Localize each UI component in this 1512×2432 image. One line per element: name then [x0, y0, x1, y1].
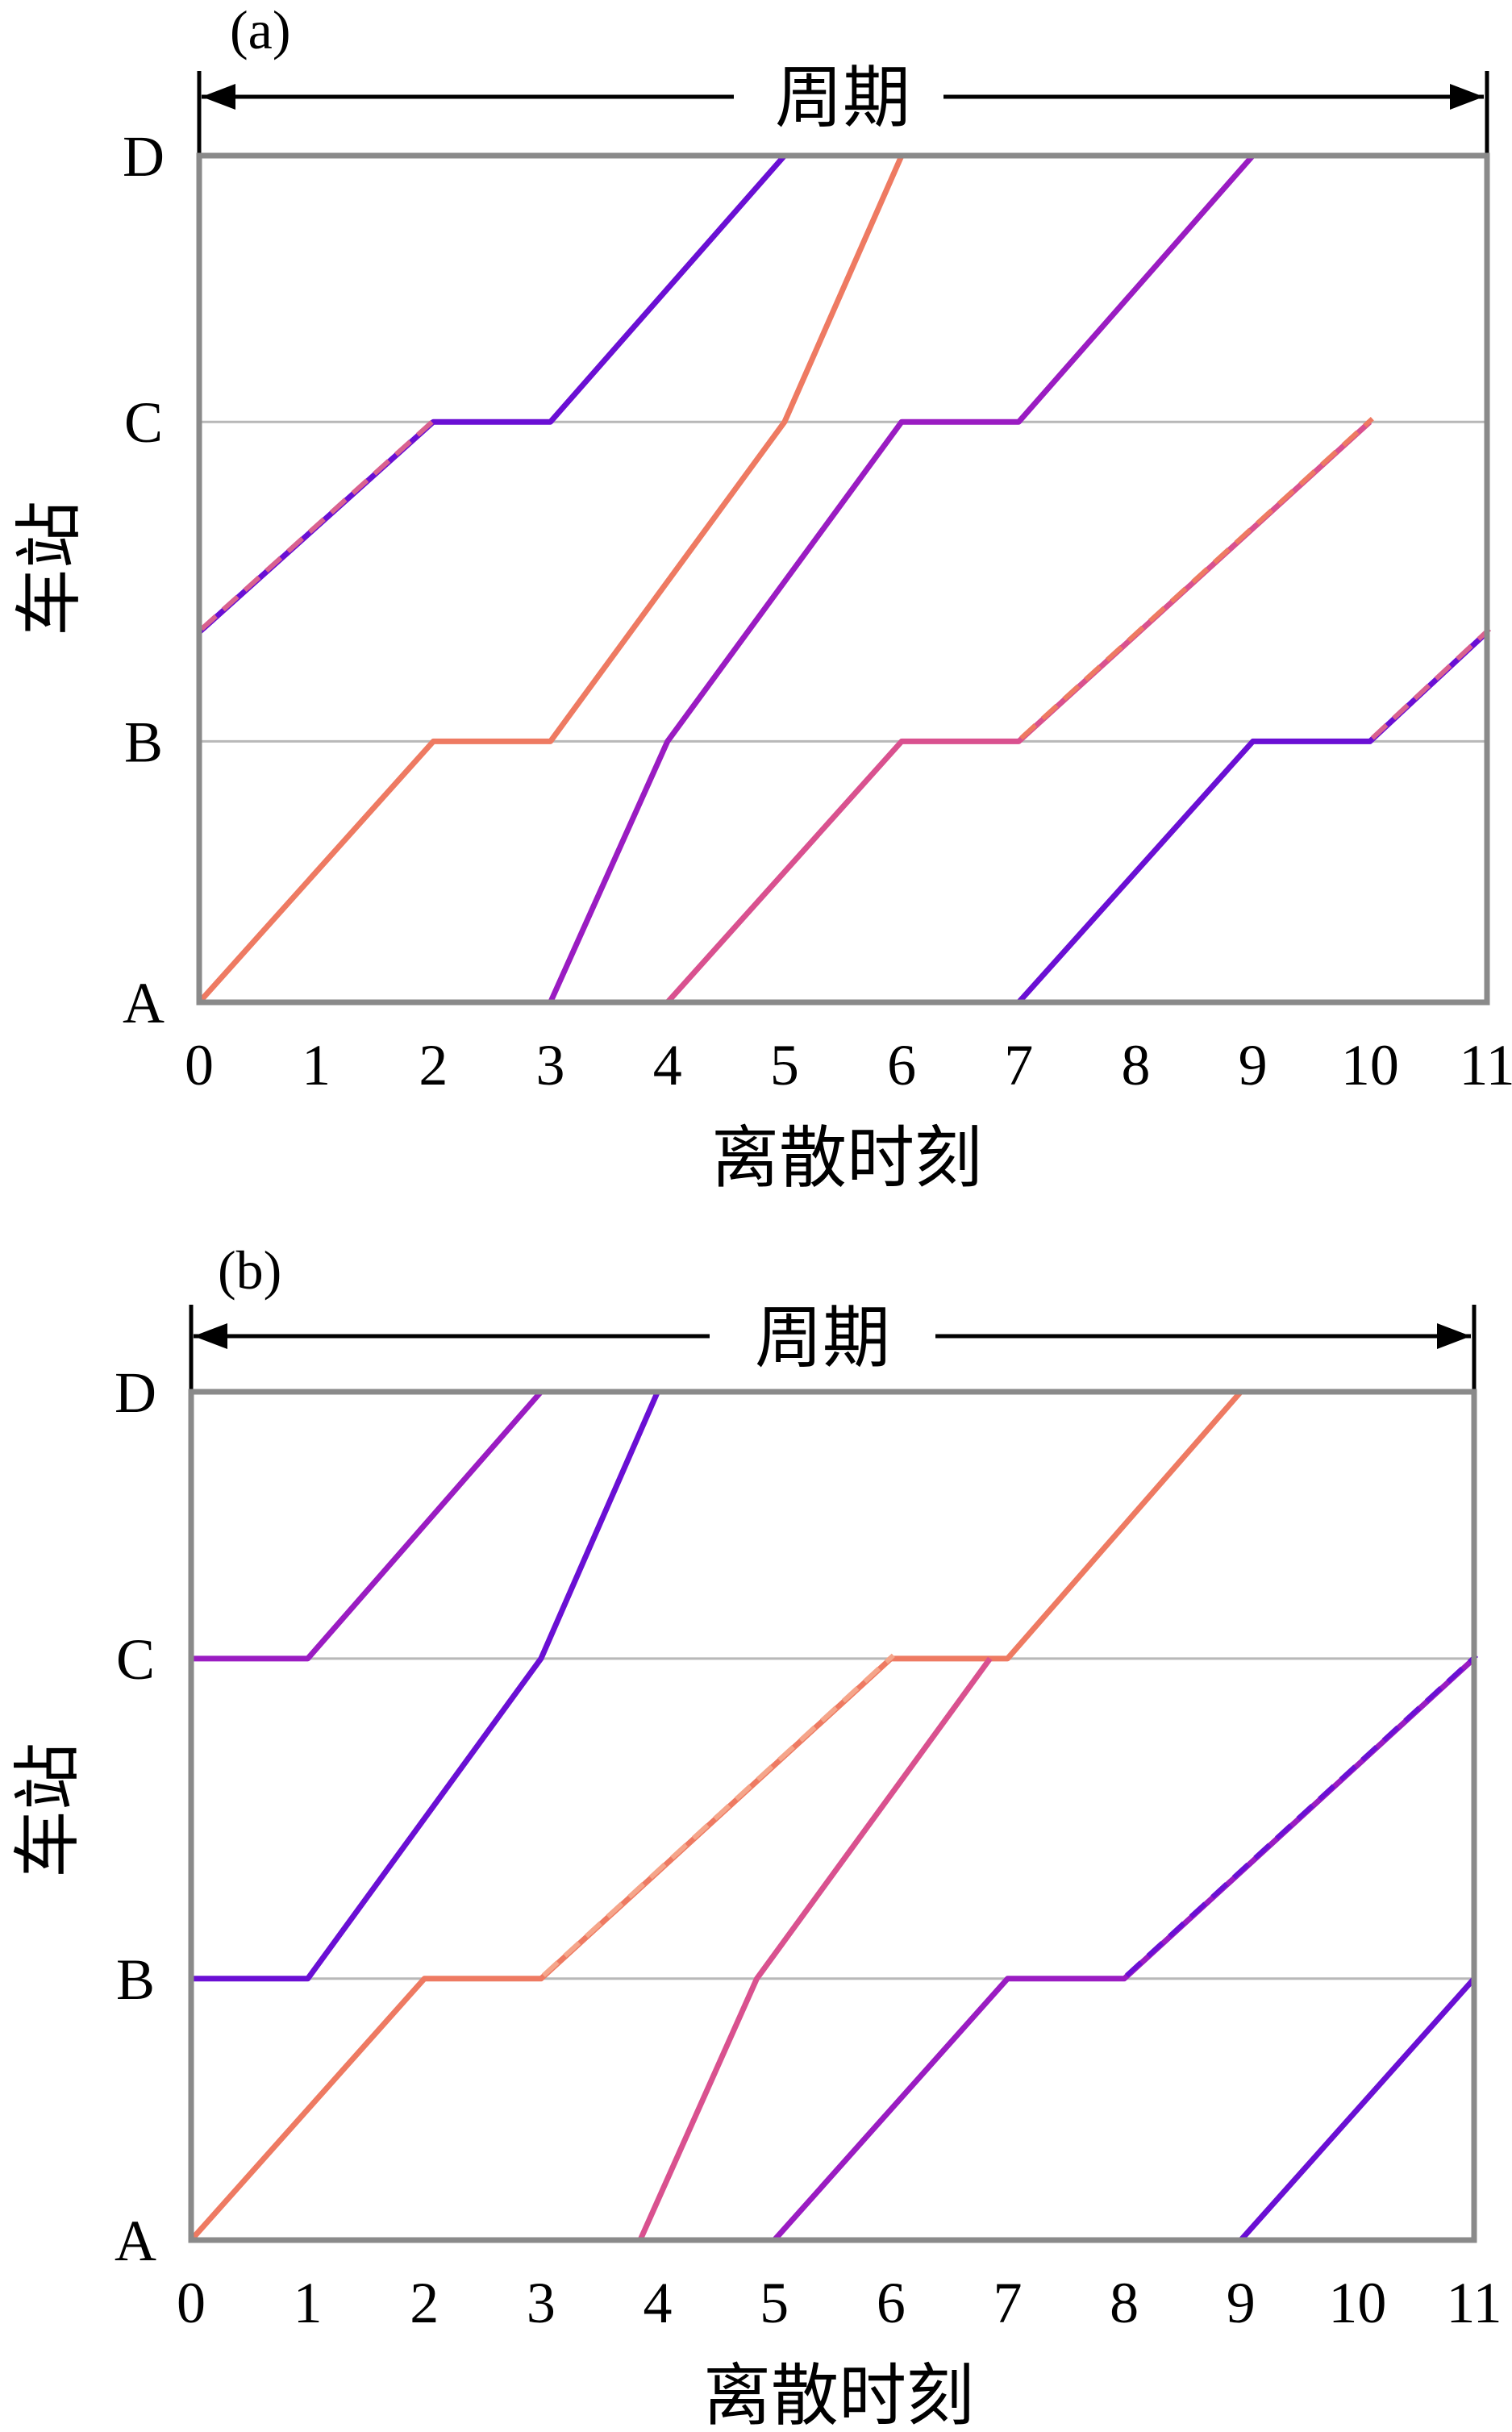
dashed-train-path-2	[199, 416, 438, 631]
station-label-c: C	[124, 390, 163, 455]
panel-label: (b)	[218, 1239, 281, 1301]
period-arrowhead-left	[202, 84, 235, 110]
x-tick-label-0: 0	[177, 2271, 206, 2335]
x-tick-label-2: 2	[419, 1033, 448, 1097]
station-label-a: A	[123, 971, 165, 1035]
period-label: 周期	[775, 61, 910, 136]
station-label-b: B	[124, 710, 163, 774]
panel-a: (a) 周期 A B C D 0 1 2 3 4 5 6 7 8 9 10 11 离散时刻 车站	[13, 0, 1512, 1197]
x-tick-label-11: 11	[1459, 1033, 1512, 1097]
station-label-a: A	[115, 2209, 156, 2273]
x-axis-title: 离散时刻	[711, 1122, 982, 1197]
x-tick-label-2: 2	[410, 2271, 439, 2335]
train-path-5	[665, 419, 1372, 1005]
train-path-6	[772, 1656, 1477, 2243]
x-tick-label-5: 5	[770, 1033, 799, 1097]
x-tick-label-8: 8	[1121, 1033, 1150, 1097]
x-tick-label-3: 3	[536, 1033, 565, 1097]
x-tick-label-4: 4	[653, 1033, 682, 1097]
train-path-2	[191, 1390, 660, 1982]
x-tick-label-10: 10	[1341, 1033, 1399, 1097]
x-tick-label-6: 6	[877, 2271, 906, 2335]
station-label-c: C	[116, 1627, 155, 1692]
period-indicator: 周期	[197, 61, 1489, 161]
period-indicator: 周期	[189, 1301, 1477, 1393]
x-axis-title: 离散时刻	[703, 2359, 974, 2432]
period-arrowhead-right	[1437, 1323, 1471, 1349]
train-path-4	[548, 153, 1256, 1004]
train-path-1	[197, 153, 787, 635]
train-paths	[189, 1389, 1479, 2243]
x-tick-labels: 0 1 2 3 4 5 6 7 8 9 10 11	[177, 2271, 1502, 2335]
x-tick-label-10: 10	[1328, 2271, 1386, 2335]
y-axis-title: 车站	[11, 1743, 86, 1878]
station-label-b: B	[116, 1947, 155, 2012]
x-tick-label-5: 5	[760, 2271, 789, 2335]
train-paths	[197, 153, 1492, 1005]
train-path-3	[197, 154, 905, 1005]
dashed-train-path-6	[1019, 416, 1374, 740]
x-tick-label-7: 7	[1004, 1033, 1033, 1097]
station-gridlines	[199, 420, 1487, 743]
x-tick-label-0: 0	[185, 1033, 214, 1097]
plot-frame	[188, 1389, 1477, 2243]
panel-b: (b) 周期 A B C D 0 1 2 3 4 5 6 7 8 9 10 11 离散时刻 车站	[11, 1239, 1502, 2432]
x-tick-label-4: 4	[644, 2271, 673, 2335]
station-labels: A B C D	[115, 1360, 156, 2273]
x-tick-label-3: 3	[527, 2271, 556, 2335]
x-tick-labels: 0 1 2 3 4 5 6 7 8 9 10 11	[185, 1033, 1512, 1097]
train-path-8	[1239, 1976, 1477, 2243]
x-tick-label-1: 1	[294, 2271, 323, 2335]
train-path-7	[1016, 630, 1489, 1005]
station-gridlines	[191, 1657, 1474, 1980]
station-labels: A B C D	[123, 124, 165, 1035]
y-axis-title: 车站	[13, 501, 88, 636]
train-path-1	[191, 1389, 544, 1662]
x-tick-label-9: 9	[1227, 2271, 1256, 2335]
station-label-d: D	[115, 1360, 156, 1425]
x-tick-label-8: 8	[1110, 2271, 1139, 2335]
station-label-d: D	[123, 124, 165, 189]
period-arrowhead-left	[194, 1323, 227, 1349]
train-path-5	[637, 1656, 993, 2242]
plot-frame	[196, 152, 1490, 1006]
dashed-train-path-8	[1370, 627, 1492, 740]
x-tick-label-9: 9	[1239, 1033, 1268, 1097]
x-tick-label-6: 6	[887, 1033, 916, 1097]
dashed-train-path-4	[541, 1653, 895, 1978]
x-tick-label-7: 7	[993, 2271, 1022, 2335]
x-tick-label-1: 1	[302, 1033, 331, 1097]
x-tick-label-11: 11	[1446, 2271, 1502, 2335]
panel-label: (a)	[230, 0, 290, 60]
dashed-train-path-7	[1125, 1653, 1479, 1978]
period-label: 周期	[755, 1301, 890, 1376]
period-arrowhead-right	[1450, 84, 1484, 110]
